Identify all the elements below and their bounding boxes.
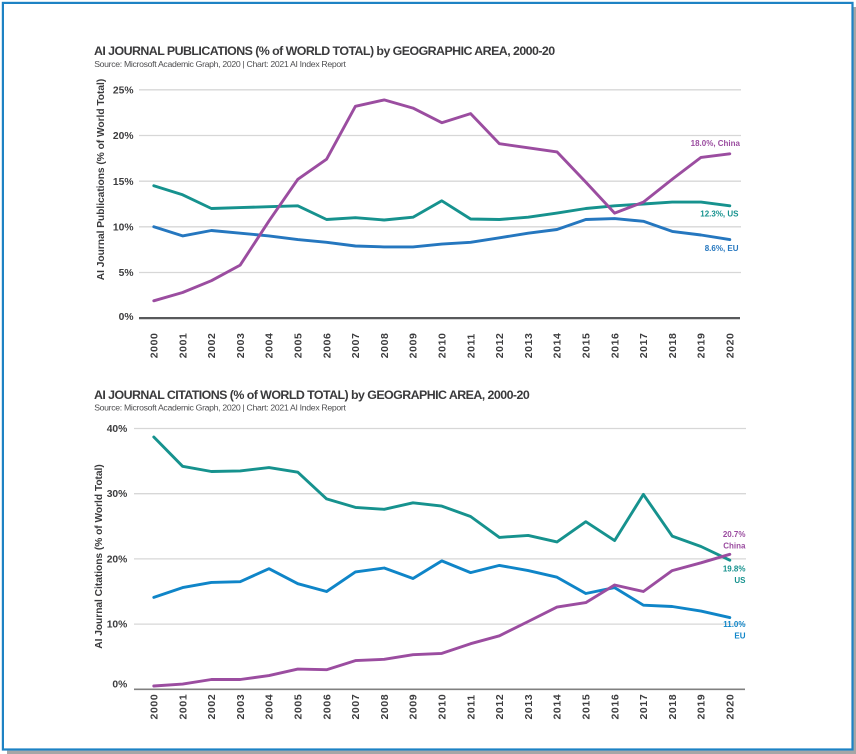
svg-text:25%: 25% [113, 85, 134, 96]
svg-text:2011: 2011 [465, 694, 477, 719]
svg-text:2016: 2016 [609, 333, 621, 359]
svg-text:2002: 2002 [206, 694, 218, 720]
svg-text:2006: 2006 [321, 694, 333, 720]
svg-text:2014: 2014 [552, 333, 564, 359]
svg-text:2013: 2013 [523, 333, 535, 359]
svg-text:2012: 2012 [494, 694, 506, 720]
svg-text:EU: EU [734, 632, 745, 641]
svg-text:0%: 0% [112, 680, 127, 691]
svg-text:19.8%: 19.8% [723, 564, 746, 573]
svg-text:5%: 5% [119, 268, 134, 279]
svg-text:8.6%, EU: 8.6%, EU [705, 244, 739, 253]
svg-text:2009: 2009 [408, 333, 420, 359]
svg-text:2008: 2008 [379, 333, 391, 359]
svg-text:2013: 2013 [523, 694, 535, 720]
svg-text:2000: 2000 [149, 694, 161, 720]
svg-text:2010: 2010 [437, 694, 449, 720]
svg-text:AI Journal Citations (% of Wor: AI Journal Citations (% of World Total) [94, 464, 105, 648]
svg-text:10%: 10% [113, 222, 134, 233]
svg-text:2005: 2005 [293, 694, 305, 720]
svg-text:20%: 20% [107, 554, 128, 565]
svg-text:18.0%, China: 18.0%, China [691, 139, 741, 148]
svg-text:2012: 2012 [494, 333, 506, 359]
svg-text:2020: 2020 [725, 694, 737, 720]
svg-text:2007: 2007 [350, 333, 362, 359]
svg-text:AI JOURNAL CITATIONS (% of WOR: AI JOURNAL CITATIONS (% of WORLD TOTAL) … [94, 388, 530, 402]
svg-text:2003: 2003 [235, 333, 247, 359]
svg-text:30%: 30% [107, 489, 128, 500]
svg-text:0%: 0% [119, 312, 134, 323]
svg-text:40%: 40% [107, 424, 128, 435]
svg-text:2011: 2011 [465, 333, 477, 358]
svg-text:2015: 2015 [581, 333, 593, 359]
svg-text:AI Journal Publications (% of: AI Journal Publications (% of World Tota… [96, 79, 107, 280]
svg-text:20%: 20% [113, 131, 134, 142]
svg-text:China: China [723, 541, 746, 550]
svg-text:Source: Microsoft Academic Gra: Source: Microsoft Academic Graph, 2020 |… [94, 59, 346, 69]
svg-text:20.7%: 20.7% [723, 530, 746, 539]
svg-text:2004: 2004 [264, 333, 276, 359]
svg-text:10%: 10% [107, 620, 128, 631]
svg-text:2009: 2009 [408, 694, 420, 720]
svg-text:2006: 2006 [321, 333, 333, 359]
svg-text:2018: 2018 [667, 694, 679, 720]
svg-text:2002: 2002 [206, 333, 218, 359]
svg-text:2020: 2020 [725, 333, 737, 359]
svg-text:2004: 2004 [264, 694, 276, 720]
svg-text:2010: 2010 [437, 333, 449, 359]
svg-text:2019: 2019 [696, 333, 708, 359]
svg-text:2008: 2008 [379, 694, 391, 720]
svg-text:US: US [734, 576, 746, 585]
svg-text:2001: 2001 [177, 333, 189, 359]
svg-text:12.3%, US: 12.3%, US [700, 210, 739, 219]
svg-text:2015: 2015 [581, 694, 593, 720]
svg-text:2017: 2017 [638, 333, 650, 359]
svg-text:2003: 2003 [235, 694, 247, 720]
svg-text:2016: 2016 [609, 694, 621, 720]
svg-text:2007: 2007 [350, 694, 362, 720]
svg-text:15%: 15% [113, 177, 134, 188]
svg-text:2000: 2000 [149, 333, 161, 359]
svg-text:2001: 2001 [177, 694, 189, 720]
svg-text:2017: 2017 [638, 694, 650, 720]
svg-text:2005: 2005 [293, 333, 305, 359]
svg-text:11.0%: 11.0% [723, 620, 745, 629]
svg-text:2019: 2019 [696, 694, 708, 720]
svg-text:Source: Microsoft Academic Gra: Source: Microsoft Academic Graph, 2020 |… [94, 403, 346, 413]
svg-text:2018: 2018 [667, 333, 679, 359]
svg-text:AI JOURNAL PUBLICATIONS (% of: AI JOURNAL PUBLICATIONS (% of WORLD TOTA… [94, 44, 555, 58]
svg-text:2014: 2014 [552, 694, 564, 720]
